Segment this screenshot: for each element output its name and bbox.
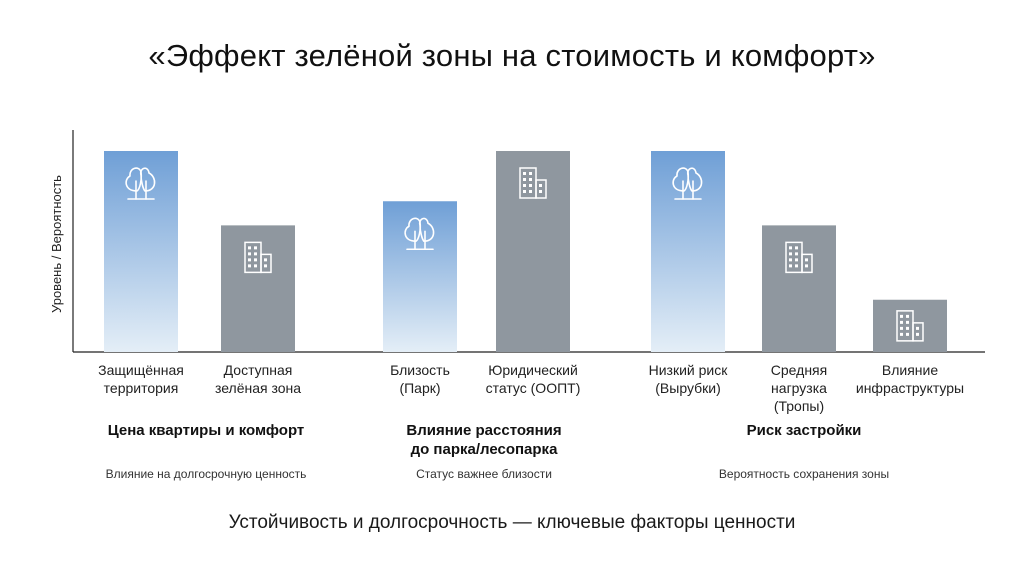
bar: Низкий риск (Вырубки) (649, 151, 729, 396)
building-icon (785, 241, 813, 274)
chart-title: «Эффект зелёной зоны на стоимость и комф… (148, 38, 876, 73)
bar-group: Низкий риск (Вырубки) Средняя нагрузка (Троп… (649, 151, 964, 481)
bar-group: Близость (Парк) Юридический статус (ООПТ) Вл… (383, 151, 580, 481)
chart-footer: Устойчивость и долгосрочность — ключевые… (228, 512, 796, 533)
bar: Юридический статус (ООПТ) (486, 151, 581, 396)
bar: Доступная зелёная зона (215, 225, 301, 396)
group-subtitle: Влияние на долгосрочную ценность (106, 467, 307, 481)
bar-building (496, 151, 570, 352)
group-title: Влияние расстояния до парка/лесопарка (406, 422, 561, 458)
tree-icon (672, 167, 703, 200)
bar: Близость (Парк) (383, 201, 457, 396)
category-label: Средняя нагрузка (Тропы) (771, 362, 827, 414)
group-title: Риск застройки (747, 422, 862, 439)
category-label: Близость (Парк) (390, 362, 450, 396)
building-icon (896, 310, 924, 342)
bar: Влияние инфраструктуры (856, 299, 964, 396)
bar-building (221, 225, 295, 352)
category-label: Влияние инфраструктуры (856, 362, 964, 396)
building-icon (244, 241, 272, 274)
tree-icon (404, 217, 435, 251)
category-label: Низкий риск (Вырубки) (649, 362, 729, 396)
y-axis-label: Уровень / Вероятность (49, 175, 64, 313)
group-title: Цена квартиры и комфорт (108, 422, 305, 439)
bar: Средняя нагрузка (Тропы) (762, 225, 836, 414)
group-subtitle: Статус важнее близости (416, 467, 552, 481)
bar-group: Защищённая территория Доступная зелёная зон… (98, 151, 306, 481)
bar-building (873, 299, 947, 352)
category-label: Защищённая территория (98, 362, 184, 396)
group-subtitle: Вероятность сохранения зоны (719, 467, 889, 481)
bar: Защищённая территория (98, 151, 184, 396)
tree-icon (125, 167, 156, 200)
building-icon (519, 167, 547, 199)
category-label: Юридический статус (ООПТ) (486, 362, 581, 396)
bar-building (762, 225, 836, 352)
category-label: Доступная зелёная зона (215, 362, 301, 396)
